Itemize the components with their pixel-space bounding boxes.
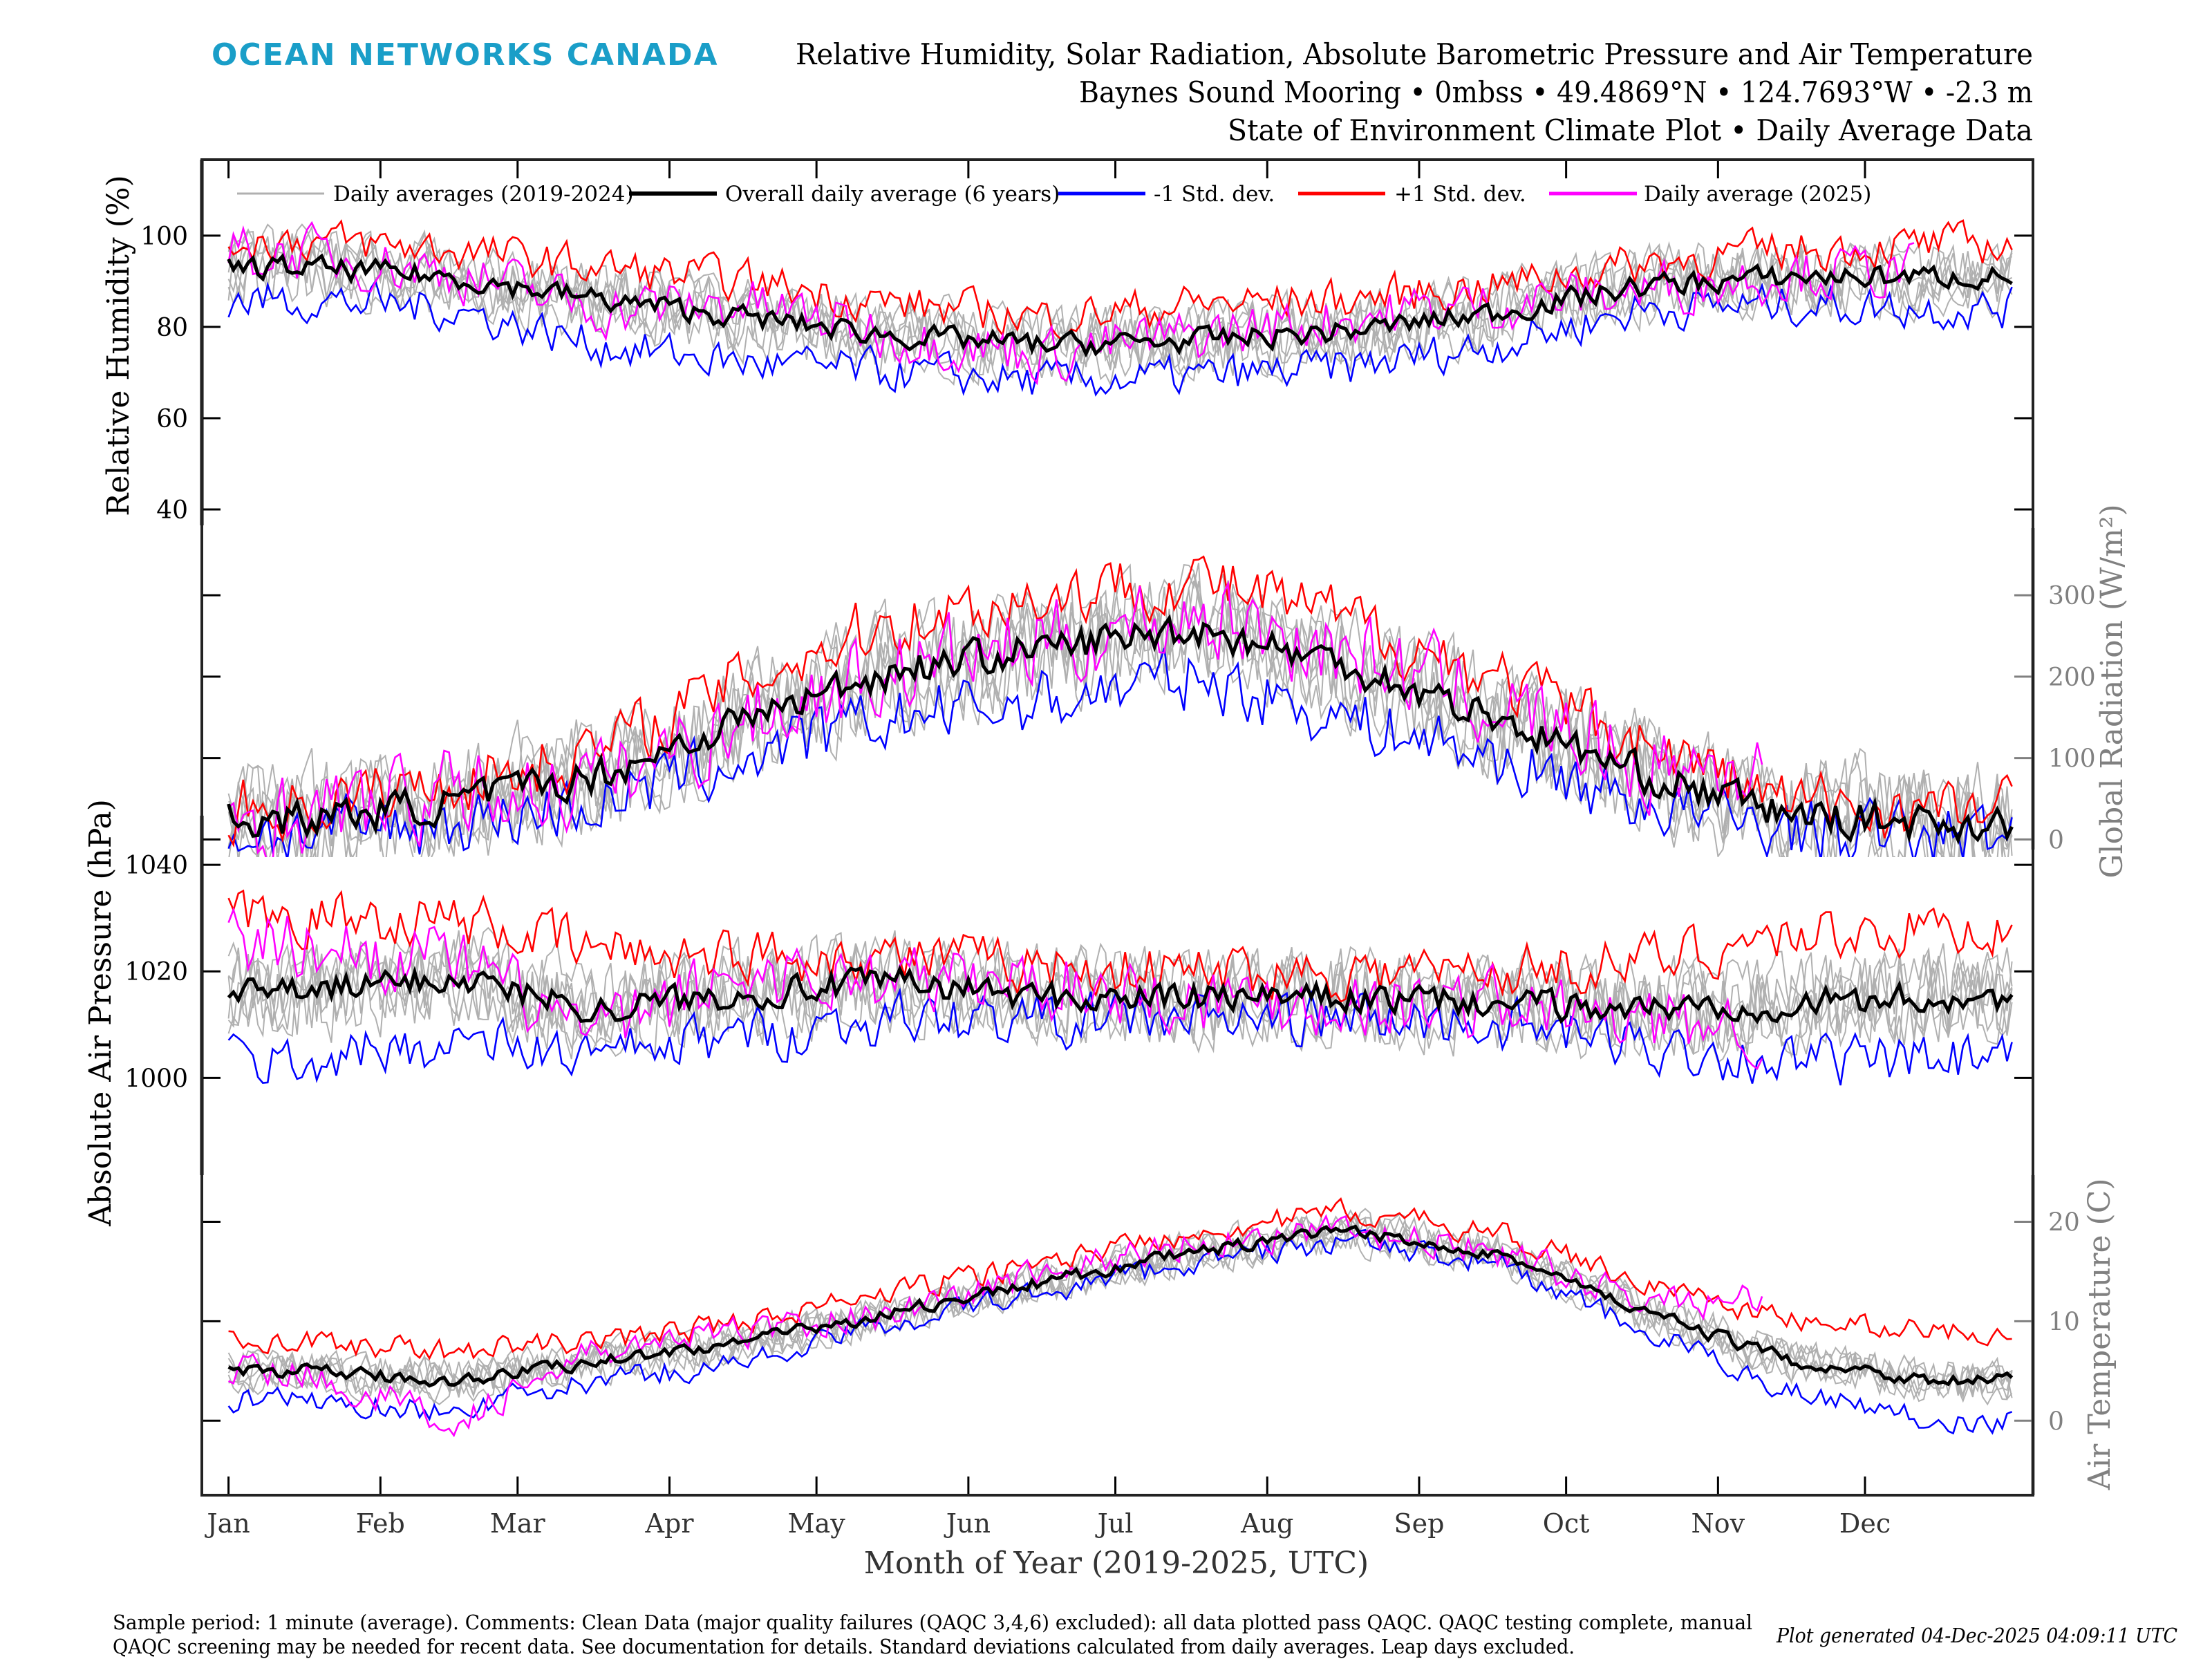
y-axis-label-pressure: Absolute Air Pressure (hPa) <box>83 799 118 1227</box>
series-overall-average-temp <box>227 1224 2014 1388</box>
x-tick-label-may: May <box>788 1508 846 1539</box>
y-axis-label-temperature: Air Temperature (C) <box>2082 1178 2117 1490</box>
y-axis-label-rh: Relative Humidity (%) <box>101 175 136 516</box>
y-tick-label-rad: 0 <box>2048 826 2064 854</box>
legend-label-2025: Daily average (2025) <box>1644 182 1871 207</box>
x-tick-label-oct: Oct <box>1543 1508 1590 1539</box>
panel-temp <box>227 1197 2014 1438</box>
legend-label-minus-std: -1 Std. dev. <box>1154 182 1275 207</box>
y-tick-label-temp: 0 <box>2048 1407 2064 1436</box>
y-tick-label-rh: 100 <box>140 223 188 251</box>
panel-rad <box>227 555 2014 857</box>
legend-label-daily-averages: Daily averages (2019-2024) <box>333 182 634 207</box>
x-tick-label-jan: Jan <box>204 1508 250 1539</box>
x-tick-label-nov: Nov <box>1691 1508 1745 1539</box>
series-plus-std-rh <box>227 219 2013 341</box>
series-minus-std-rh <box>227 279 2013 397</box>
series-2025-rad <box>227 580 1763 857</box>
series-plus-std-pres <box>227 889 2013 1003</box>
plot-frame <box>200 158 2034 1497</box>
x-tick-label-aug: Aug <box>1240 1508 1293 1539</box>
series-daily-average-year-2024-temp <box>228 1208 2013 1403</box>
ocean-networks-canada-logo: OCEAN NETWORKS CANADA <box>212 37 719 73</box>
legend-label-plus-std: +1 Std. dev. <box>1394 182 1526 207</box>
series-overall-average-rh <box>227 252 2013 358</box>
chart-title-line1: Relative Humidity, Solar Radiation, Abso… <box>796 37 2033 71</box>
y-tick-label-rh: 80 <box>156 314 188 342</box>
series-daily-average-year-2024-rad <box>228 580 2013 857</box>
y-tick-label-rh: 60 <box>156 405 188 433</box>
x-tick-label-feb: Feb <box>356 1508 405 1539</box>
x-tick-label-dec: Dec <box>1839 1508 1891 1539</box>
y-tick-label-rad: 300 <box>2048 582 2096 610</box>
series-daily-average-year-2021-rh <box>227 228 2013 387</box>
x-axis-label: Month of Year (2019-2025, UTC) <box>864 1546 1369 1581</box>
series-2025-temp <box>228 1214 1763 1438</box>
y-tick-label-pres: 1020 <box>124 958 188 986</box>
legend: Daily averages (2019-2024) Overall daily… <box>237 182 1871 207</box>
series-2025-rh <box>227 221 1915 386</box>
chart-title-line2: Baynes Sound Mooring • 0mbss • 49.4869°N… <box>1079 75 2033 109</box>
y-tick-label-rad: 200 <box>2048 664 2096 692</box>
x-tick-label-jun: Jun <box>944 1508 991 1539</box>
series-overall-average-rad <box>227 614 2014 845</box>
series-daily-average-year-2019-pres <box>227 930 2013 1058</box>
legend-label-overall: Overall daily average (6 years) <box>725 182 1060 207</box>
series-daily-average-year-2022-temp <box>227 1219 2013 1403</box>
series-daily-average-year-2021-temp <box>227 1211 2013 1400</box>
y-axis-label-radiation: Global Radiation (W/m²) <box>2094 504 2130 878</box>
chart-title-line3: State of Environment Climate Plot • Dail… <box>1228 113 2033 147</box>
series-daily-average-year-2023-rh <box>227 223 2013 373</box>
x-tick-label-jul: Jul <box>1095 1508 1134 1539</box>
footer-note-line2: QAQC screening may be needed for recent … <box>113 1635 1575 1658</box>
series-daily-average-year-2021-rad <box>227 563 2013 857</box>
series-plus-std-temp <box>228 1197 2012 1360</box>
y-tick-label-temp: 10 <box>2048 1308 2080 1336</box>
series-minus-std-temp <box>227 1228 2013 1435</box>
series-2025-pres <box>227 906 1763 1070</box>
plot-generated-timestamp: Plot generated 04-Dec-2025 04:09:11 UTC <box>1776 1624 2177 1647</box>
y-tick-label-rad: 100 <box>2048 745 2096 774</box>
panel-pres <box>227 889 2014 1086</box>
panel-rh <box>227 219 2013 397</box>
x-tick-label-sep: Sep <box>1394 1508 1445 1539</box>
y-tick-label-rh: 40 <box>156 496 188 525</box>
x-tick-label-mar: Mar <box>490 1508 546 1539</box>
y-tick-label-pres: 1040 <box>124 852 188 880</box>
x-tick-label-apr: Apr <box>645 1508 695 1539</box>
footer-note-line1: Sample period: 1 minute (average). Comme… <box>113 1611 1752 1634</box>
y-tick-label-temp: 20 <box>2048 1209 2080 1237</box>
plot-area <box>227 219 2014 1438</box>
series-daily-average-year-2020-rad <box>227 573 2013 857</box>
y-tick-label-pres: 1000 <box>124 1065 188 1093</box>
series-overall-average-pres <box>227 964 2014 1024</box>
